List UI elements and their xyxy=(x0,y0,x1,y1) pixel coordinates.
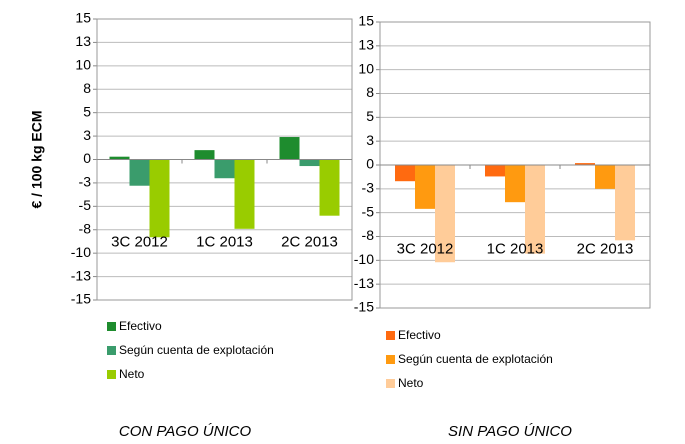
y-tick-label: 10 xyxy=(358,60,374,76)
y-tick-label: -3 xyxy=(362,180,375,196)
legend-label: Efectivo xyxy=(119,319,162,333)
bar xyxy=(149,159,170,238)
legend-swatch xyxy=(107,346,116,355)
x-tick-label: 2C 2013 xyxy=(577,240,634,257)
bar xyxy=(485,165,505,177)
y-tick-label: 5 xyxy=(366,108,374,124)
y-tick-label: 13 xyxy=(358,37,374,53)
bar xyxy=(615,165,635,241)
y-tick-label: -13 xyxy=(354,275,374,291)
bar xyxy=(415,165,435,209)
bar xyxy=(575,163,595,165)
bar xyxy=(505,165,525,203)
y-tick-label: -10 xyxy=(71,244,91,260)
x-tick-label: 2C 2013 xyxy=(281,233,338,250)
bar xyxy=(234,159,255,229)
legend-swatch xyxy=(386,379,395,388)
y-tick-label: -15 xyxy=(71,291,91,307)
y-tick-label: 15 xyxy=(75,10,91,26)
x-tick-label: 1C 2013 xyxy=(196,233,253,250)
bar xyxy=(109,156,130,160)
caption: SIN PAGO ÚNICO xyxy=(448,423,572,440)
x-tick-label: 3C 2012 xyxy=(397,240,454,257)
legend-label: Según cuenta de explotación xyxy=(398,352,553,366)
y-axis-title: € / 100 kg ECM xyxy=(29,110,45,208)
y-tick-label: 15 xyxy=(358,13,374,29)
legend-swatch xyxy=(107,322,116,331)
legend-label: Según cuenta de explotación xyxy=(119,343,274,357)
bar xyxy=(129,159,150,186)
legend-label: Efectivo xyxy=(398,328,441,342)
y-tick-label: 0 xyxy=(366,156,374,172)
y-tick-label: 5 xyxy=(83,103,91,119)
y-tick-label: -10 xyxy=(354,251,374,267)
legend-label: Neto xyxy=(398,376,424,390)
bar xyxy=(279,137,300,160)
y-tick-label: 0 xyxy=(83,150,91,166)
bar xyxy=(319,159,340,216)
bar xyxy=(395,165,415,182)
y-tick-label: -3 xyxy=(79,174,92,190)
y-tick-label: 3 xyxy=(83,127,91,143)
bar xyxy=(214,159,235,179)
y-tick-label: 3 xyxy=(366,132,374,148)
legend-label: Neto xyxy=(119,367,145,381)
y-tick-label: -5 xyxy=(362,203,375,219)
bar xyxy=(299,159,320,167)
legend-swatch xyxy=(107,370,116,379)
legend-swatch xyxy=(386,355,395,364)
y-tick-label: -13 xyxy=(71,267,91,283)
bar xyxy=(595,165,615,189)
bar xyxy=(525,165,545,254)
y-tick-label: -8 xyxy=(79,220,92,236)
bar xyxy=(194,150,215,160)
y-tick-label: -15 xyxy=(354,299,374,315)
y-tick-label: 10 xyxy=(75,57,91,73)
bar xyxy=(435,165,455,263)
y-tick-label: -5 xyxy=(79,197,92,213)
legend-swatch xyxy=(386,331,395,340)
y-tick-label: 13 xyxy=(75,33,91,49)
x-tick-label: 1C 2013 xyxy=(487,240,544,257)
caption: CON PAGO ÚNICO xyxy=(119,423,252,440)
y-tick-label: -8 xyxy=(362,227,375,243)
y-tick-label: 8 xyxy=(83,80,91,96)
y-tick-label: 8 xyxy=(366,84,374,100)
x-tick-label: 3C 2012 xyxy=(111,233,168,250)
